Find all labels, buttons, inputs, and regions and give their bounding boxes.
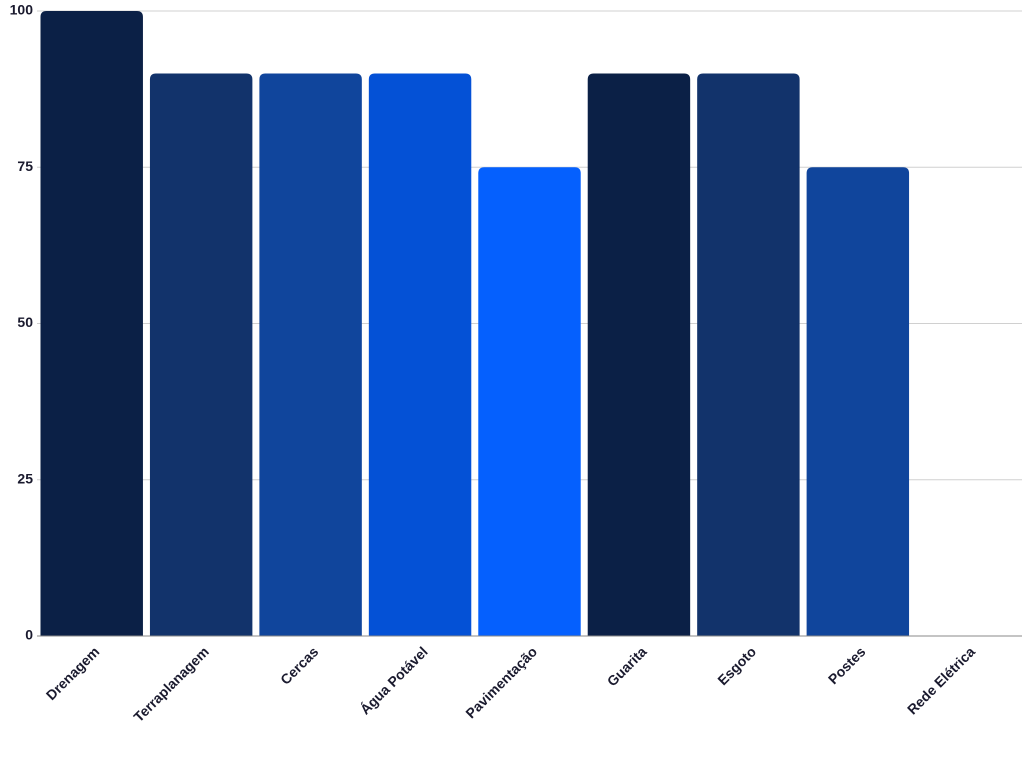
bar	[478, 167, 581, 636]
bar	[40, 11, 143, 636]
x-tick-label: Cercas	[277, 643, 321, 687]
x-tick-label: Drenagem	[43, 643, 103, 703]
bar	[368, 73, 472, 636]
x-tick-label: Rede Elétrica	[904, 643, 978, 717]
x-tick-label: Postes	[825, 643, 869, 687]
x-tick-label: Guarita	[604, 643, 650, 689]
y-tick-label: 0	[25, 627, 33, 643]
bar	[587, 73, 691, 636]
x-tick-label: Esgoto	[714, 643, 759, 688]
bar	[697, 73, 800, 636]
x-tick-label: Terraplanagem	[130, 643, 212, 725]
x-tick-label: Água Potável	[357, 643, 431, 717]
y-tick-label: 100	[10, 2, 34, 18]
y-tick-label: 75	[17, 158, 33, 174]
bar	[259, 73, 362, 636]
y-tick-label: 50	[17, 314, 33, 330]
x-tick-label: Pavimentação	[462, 643, 540, 721]
y-tick-label: 25	[17, 470, 33, 486]
bar	[149, 73, 253, 636]
bar	[806, 167, 910, 636]
